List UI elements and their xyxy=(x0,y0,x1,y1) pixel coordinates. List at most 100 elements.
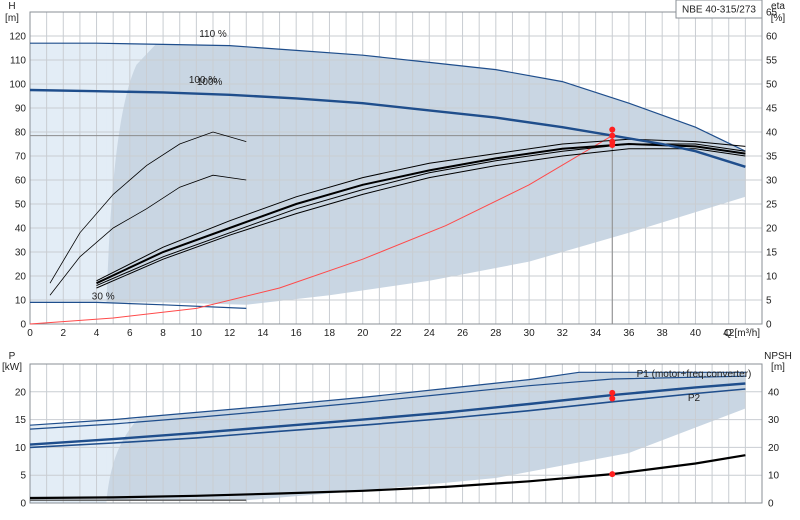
y-right-tick-label: 10 xyxy=(768,471,780,482)
title-box: NBE 40-315/273 xyxy=(675,0,763,19)
efficiency-point-marker xyxy=(609,141,616,148)
y-right-axis-unit: [%] xyxy=(771,13,786,24)
y-right-tick-label: 60 xyxy=(766,32,778,43)
x-tick-label: 12 xyxy=(224,328,236,339)
y-axis-unit: [m] xyxy=(5,13,19,24)
x-tick-label: 22 xyxy=(390,328,402,339)
y-right-tick-label: 65 xyxy=(766,8,778,19)
efficiency-curve-eta-c xyxy=(96,138,746,282)
x-tick-label: 36 xyxy=(623,328,635,339)
x-tick-label: 8 xyxy=(160,328,166,339)
x-axis-label: Q [m³/h] xyxy=(724,328,760,339)
y-right-tick-label: 5 xyxy=(766,296,772,307)
x-tick-label: 0 xyxy=(27,328,33,339)
y-right-tick-label: 50 xyxy=(766,80,778,91)
npsh-curve xyxy=(29,454,746,500)
y-tick-label: 10 xyxy=(15,443,27,454)
y-right-tick-label: 30 xyxy=(766,176,778,187)
x-tick-label: 20 xyxy=(357,328,369,339)
y-right-tick-label: 25 xyxy=(766,200,778,211)
power-npsh-panel: 0 5 10 15 20 0 10 20 30 40 P[kW] NPSH[m] P1 (motor+f… xyxy=(2,351,792,510)
annotation-100: 100 % xyxy=(189,75,217,86)
y-tick-label: 15 xyxy=(15,415,27,426)
x-tick-label: 40 xyxy=(690,328,702,339)
head-curve-110 xyxy=(30,42,746,152)
series-label-p2: P2 xyxy=(688,393,701,404)
annotation-110: 110 % xyxy=(199,29,227,40)
y-tick-label: 60 xyxy=(15,176,27,187)
y-axis-label: P xyxy=(9,351,16,362)
operating-point-marker xyxy=(609,132,616,139)
efficiency-curve-main xyxy=(96,142,746,285)
x-tick-label: 32 xyxy=(557,328,569,339)
y-tick-label: 100 xyxy=(9,80,26,91)
y-tick-label: 0 xyxy=(20,499,26,510)
title-frame xyxy=(675,0,763,19)
y-right-tick-label: 20 xyxy=(768,443,780,454)
annotation-30: 30 % xyxy=(92,291,115,302)
y-tick-label: 20 xyxy=(15,387,27,398)
y-axis-unit: [kW] xyxy=(2,362,22,373)
chart-title: NBE 40-315/273 xyxy=(682,5,756,16)
y-axis-label: H xyxy=(8,1,15,12)
envelope-left-edge xyxy=(106,416,140,501)
y-tick-label: 50 xyxy=(15,200,27,211)
x-tick-label: 42 xyxy=(723,328,735,339)
y-right-tick-label: 40 xyxy=(768,387,780,398)
head-curve-100 xyxy=(29,88,746,168)
y-right-tick-label: 40 xyxy=(766,128,778,139)
y-tick-label: 80 xyxy=(15,128,27,139)
efficiency-curve-eta-d xyxy=(49,174,247,296)
x-tick-label: 34 xyxy=(590,328,602,339)
x-tick-label: 24 xyxy=(424,328,436,339)
series-label-p1: P1 (motor+freq.converter) xyxy=(637,369,752,380)
y-right-tick-label: 0 xyxy=(766,320,772,331)
low-flow-region xyxy=(30,419,107,503)
plot-frame xyxy=(29,11,763,325)
y-tick-label: 20 xyxy=(15,272,27,283)
plot-frame xyxy=(29,363,763,504)
y-right-axis-unit: [m] xyxy=(771,362,785,373)
x-tick-label: 6 xyxy=(127,328,133,339)
power-point-marker xyxy=(609,389,616,396)
y-right-tick-label: 30 xyxy=(768,415,780,426)
x-tick-label: 14 xyxy=(257,328,269,339)
power-curve-p1-110 xyxy=(29,371,746,426)
power-curve-p2-110 xyxy=(29,375,746,430)
low-flow-region xyxy=(30,43,107,303)
power-curve-p1 xyxy=(29,382,746,446)
y-tick-label: 30 xyxy=(15,248,27,259)
x-tick-label: 2 xyxy=(60,328,66,339)
npsh-point-marker xyxy=(609,471,616,478)
y-tick-label: 110 xyxy=(10,56,26,67)
y-right-tick-label: 35 xyxy=(766,152,778,163)
x-tick-label: 38 xyxy=(657,328,669,339)
power-point-marker xyxy=(609,395,616,402)
y-tick-label: 40 xyxy=(15,224,27,235)
annotation-100-alt: 100% xyxy=(197,77,223,88)
efficiency-curve-eta-b xyxy=(96,148,746,289)
y-right-tick-label: 55 xyxy=(766,56,778,67)
y-tick-label: 120 xyxy=(9,32,26,43)
y-tick-label: 70 xyxy=(15,152,27,163)
x-tick-label: 26 xyxy=(457,328,469,339)
y-tick-label: 5 xyxy=(20,471,26,482)
x-tick-label: 28 xyxy=(490,328,502,339)
y-right-axis-label: eta xyxy=(771,1,785,12)
x-tick-label: 10 xyxy=(191,328,203,339)
x-tick-label: 4 xyxy=(94,328,100,339)
y-right-tick-label: 20 xyxy=(766,224,778,235)
y-tick-label: 90 xyxy=(15,104,27,115)
y-right-tick-label: 15 xyxy=(766,248,778,259)
power-curve-p2 xyxy=(29,388,746,449)
y-tick-label: 0 xyxy=(20,320,26,331)
x-tick-label: 16 xyxy=(291,328,303,339)
efficiency-curve-eta-e xyxy=(49,131,247,284)
system-curve xyxy=(29,135,613,325)
x-tick-label: 30 xyxy=(524,328,536,339)
y-right-tick-label: 45 xyxy=(766,104,778,115)
head-efficiency-panel: 0 2 4 6 8 10 12 14 16 18 20 22 24 26 28 30 32 34 36 38 40 420… xyxy=(5,1,785,339)
y-right-axis-label: NPSH xyxy=(764,351,792,362)
y-right-tick-label: 10 xyxy=(766,272,778,283)
